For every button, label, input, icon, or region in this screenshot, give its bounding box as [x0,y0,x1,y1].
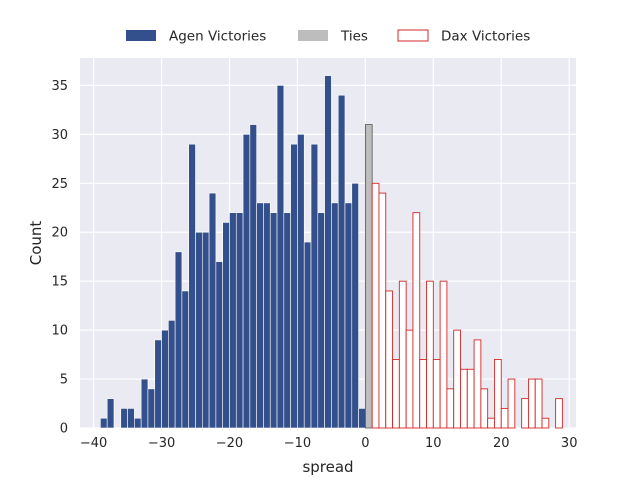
bar-agen-victories [195,231,203,429]
legend-swatch [298,30,328,41]
bar-dax-victories [555,398,563,429]
bar-dax-victories [385,290,393,429]
legend-swatch [397,29,429,42]
bar-dax-victories [412,212,421,429]
bar-agen-victories [147,388,156,429]
x-tick-label: −10 [284,436,311,451]
x-tick-label: 20 [493,436,510,451]
bar-agen-victories [331,202,339,429]
bar-agen-victories [174,251,183,429]
bar-agen-victories [181,290,190,429]
legend-swatch [126,30,156,41]
x-tick-label: 10 [425,436,442,451]
x-tick-label: 0 [361,436,369,451]
bar-agen-victories [235,212,244,429]
bar-agen-victories [337,94,346,429]
bar-agen-victories [229,212,237,429]
bar-agen-victories [242,134,251,429]
bar-dax-victories [534,378,543,429]
bar-agen-victories [106,398,115,429]
x-tick-label: −40 [80,436,107,451]
bar-dax-victories [466,368,475,429]
bar-agen-victories [276,85,285,429]
bar-agen-victories [256,202,264,429]
bar-dax-victories [405,329,414,429]
bar-agen-victories [303,241,312,429]
legend-label: Dax Victories [441,29,530,45]
bar-agen-victories [127,408,135,429]
bar-dax-victories [487,417,495,429]
y-tick-label: 10 [51,324,68,339]
bar-dax-victories [378,192,387,429]
bar-agen-victories [358,408,366,429]
bar-agen-victories [324,75,332,429]
bar-agen-victories [249,124,257,429]
bar-agen-victories [317,212,325,429]
bar-agen-victories [154,339,162,429]
bar-agen-victories [100,417,108,429]
bar-dax-victories [460,368,468,429]
bar-dax-victories [521,398,529,429]
x-axis-label: spread [302,458,353,476]
bar-agen-victories [120,408,128,429]
bar-agen-victories [297,134,305,429]
x-tick-label: −30 [148,436,175,451]
y-tick-label: 30 [51,128,68,143]
bar-agen-victories [161,329,169,429]
bar-agen-victories [222,222,230,429]
bar-agen-victories [283,212,291,429]
bar-agen-victories [202,231,210,429]
bar-dax-victories [494,359,502,429]
y-tick-label: 0 [60,422,68,437]
bar-agen-victories [263,202,271,429]
bar-dax-victories [500,407,509,429]
y-tick-label: 5 [60,373,68,388]
y-tick-label: 20 [51,226,68,241]
bars [100,75,563,429]
bar-agen-victories [351,182,359,429]
x-tick-label: −20 [216,436,243,451]
bar-agen-victories [134,417,142,429]
bar-dax-victories [541,417,550,429]
x-axis-ticks: −40 −30 −20 −10 0 10 20 30 [80,436,578,451]
bar-dax-victories [432,359,441,429]
legend-label: Agen Victories [169,29,266,45]
bar-dax-victories [426,280,434,429]
bar-dax-victories [371,182,380,429]
bar-dax-victories [392,359,400,429]
y-tick-label: 35 [51,79,68,94]
legend: Agen Victories Ties Dax Victories [126,29,530,45]
bar-agen-victories [310,143,319,429]
bar-agen-victories [269,212,278,429]
y-axis-label: Count [27,221,45,266]
bar-agen-victories [168,320,176,429]
bar-dax-victories [480,388,489,429]
bar-dax-victories [398,280,407,429]
bar-agen-victories [215,261,223,429]
bar-dax-victories [439,280,448,429]
bar-agen-victories [290,143,298,429]
y-tick-label: 15 [51,275,68,290]
bar-dax-victories [446,388,455,429]
bar-dax-victories [507,378,516,429]
legend-label: Ties [340,29,368,45]
bar-dax-victories [453,329,461,429]
y-axis-ticks: 0 5 10 15 20 25 30 35 [51,79,68,437]
bar-agen-victories [344,202,353,429]
bar-ties [364,124,373,429]
bar-dax-victories [419,359,427,429]
bar-dax-victories [527,378,536,429]
bar-agen-victories [208,192,217,429]
y-tick-label: 25 [51,177,68,192]
bar-agen-victories [188,143,196,429]
bar-agen-victories [140,378,149,429]
x-tick-label: 30 [561,436,578,451]
bar-dax-victories [473,339,482,429]
